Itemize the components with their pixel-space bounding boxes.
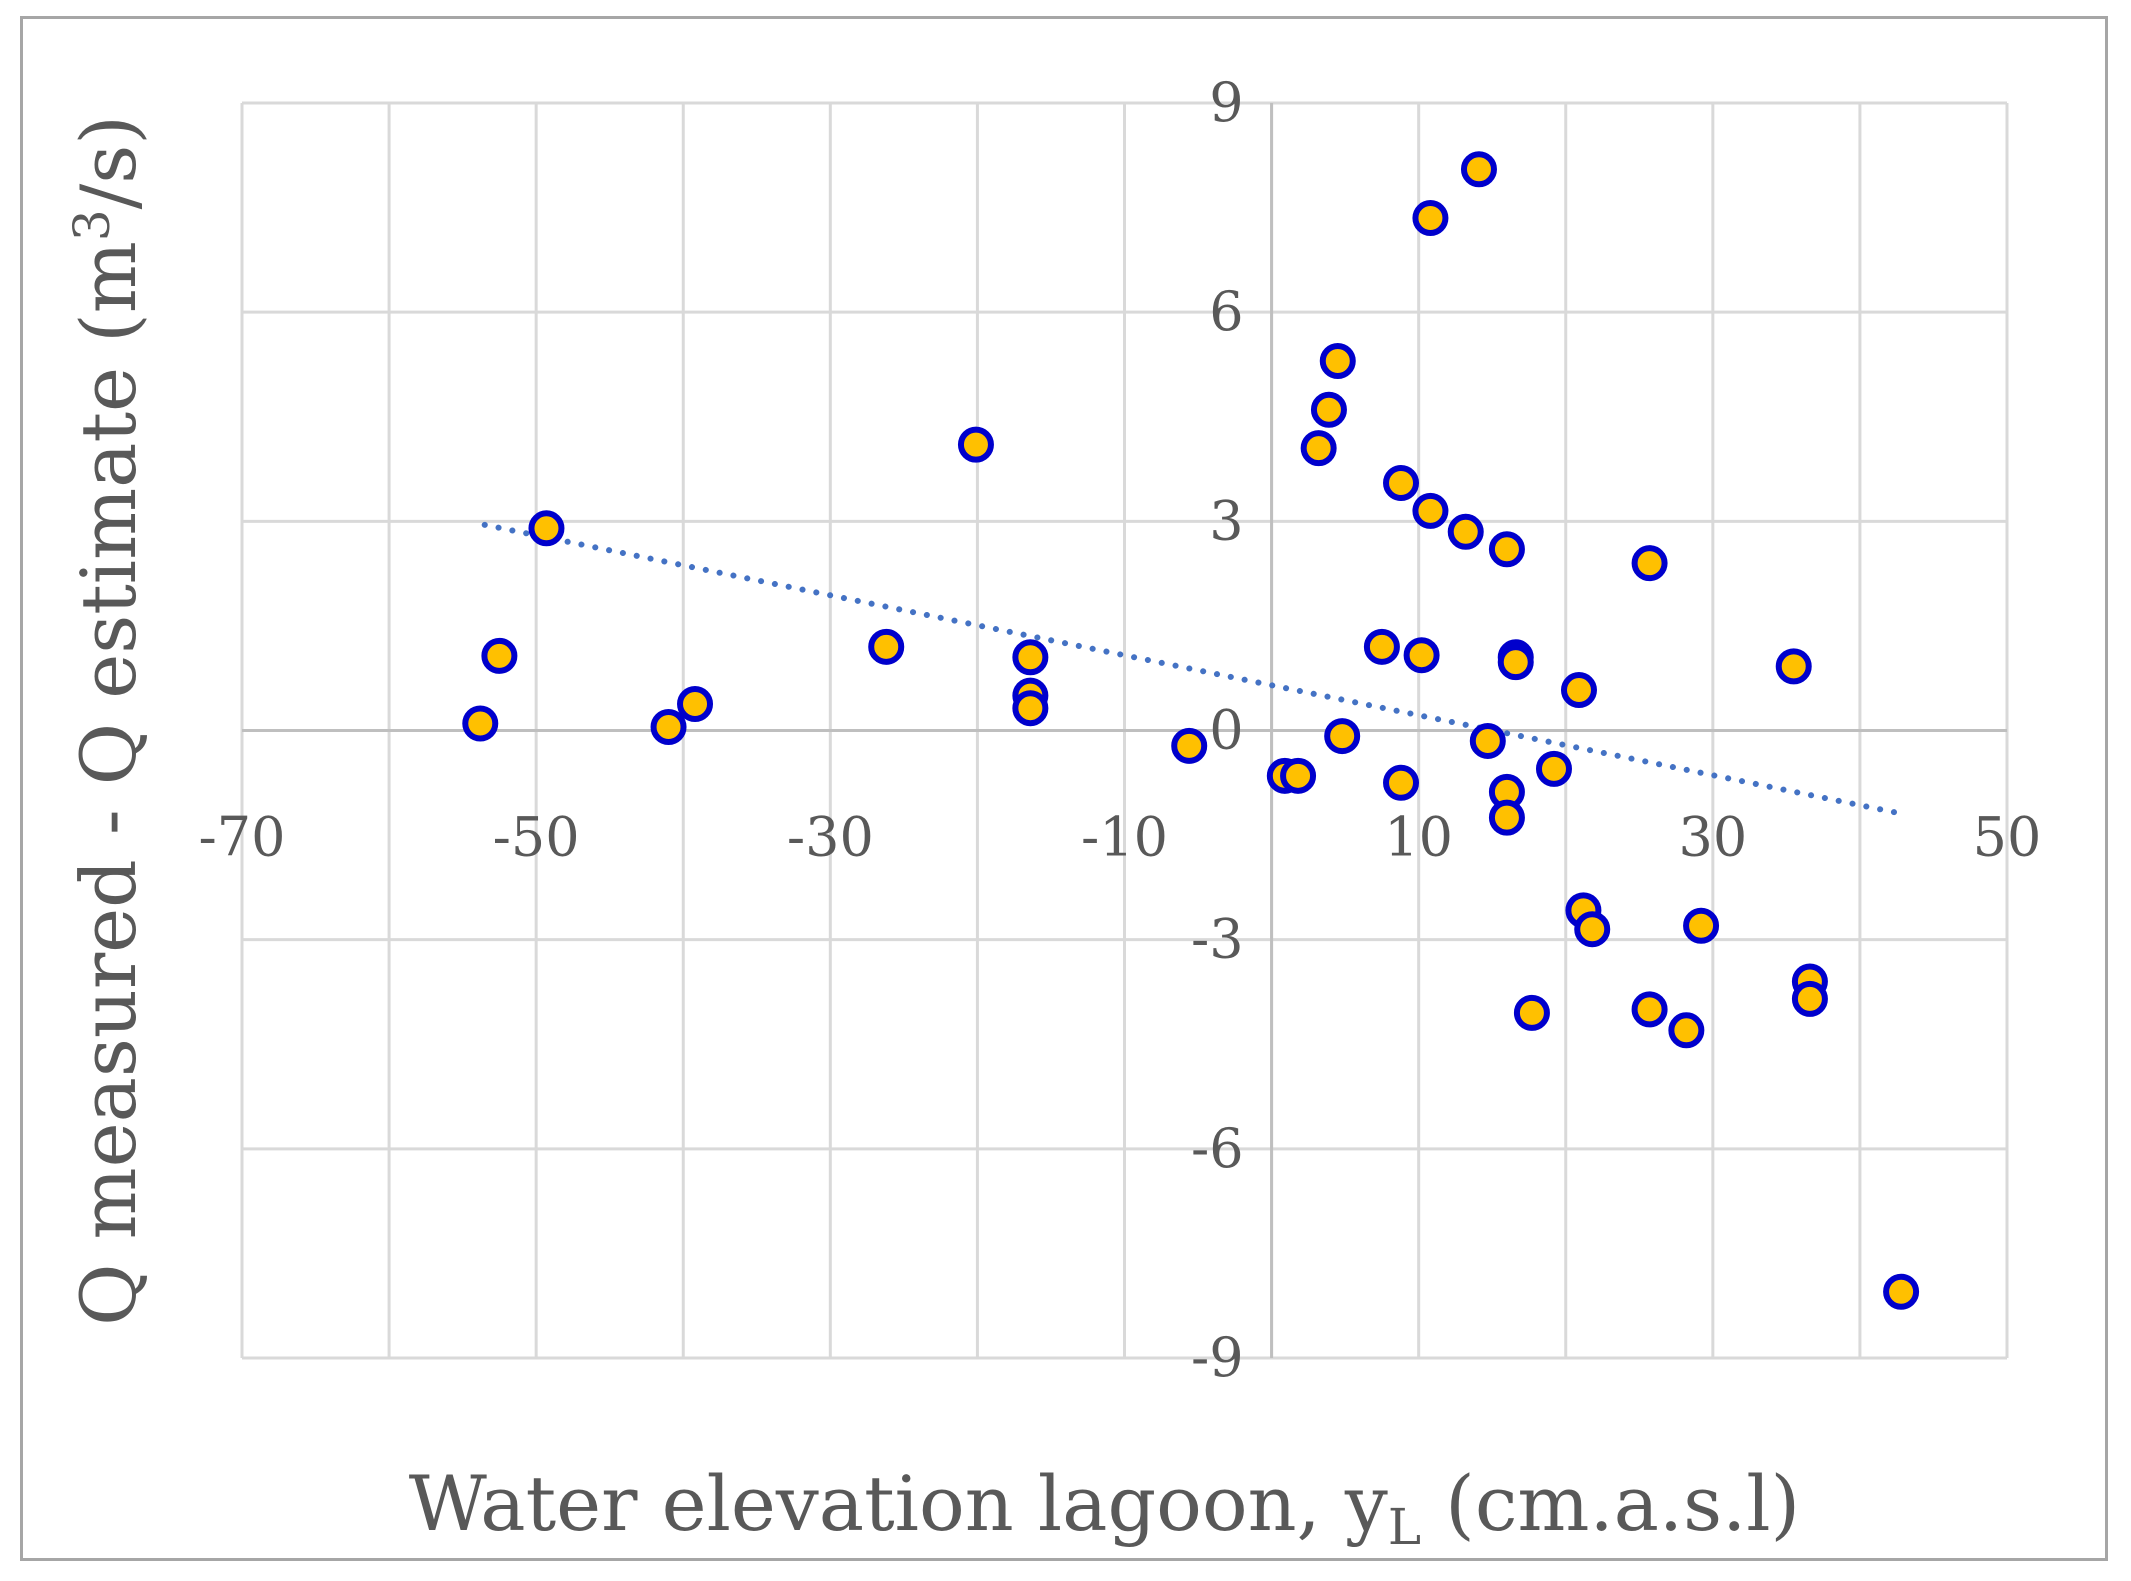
data-point <box>1535 750 1572 787</box>
data-point <box>1363 628 1400 665</box>
data-point <box>1574 911 1611 948</box>
axes <box>242 103 2007 1358</box>
y-tick-labels: 9 6 3 0 -3 -6 -9 <box>1191 71 1244 1389</box>
x-tick-label: 30 <box>1678 806 1747 869</box>
x-tick-label: 10 <box>1384 806 1453 869</box>
y-tick-label: -9 <box>1191 1326 1244 1389</box>
data-point <box>1412 200 1449 237</box>
data-point <box>1300 430 1337 467</box>
x-tick-label: 50 <box>1973 806 2042 869</box>
x-axis-title-main: Water elevation lagoon, y <box>409 1459 1388 1548</box>
y-axis-title-suffix: /s) <box>64 115 153 209</box>
data-point <box>1488 799 1525 836</box>
data-point <box>528 510 565 547</box>
data-point <box>1513 994 1550 1031</box>
data-point <box>1775 648 1812 685</box>
y-tick-label: 6 <box>1209 280 1243 343</box>
data-point <box>957 426 994 463</box>
data-point <box>1412 492 1449 529</box>
data-point <box>677 686 714 723</box>
data-point <box>868 628 905 665</box>
data-point <box>650 709 687 746</box>
data-point <box>462 705 499 742</box>
data-point <box>1631 991 1668 1028</box>
chart-frame <box>20 16 2108 1561</box>
data-point <box>1668 1012 1705 1049</box>
data-point <box>1403 637 1440 674</box>
data-point <box>1319 342 1356 379</box>
y-tick-label: 9 <box>1209 71 1243 134</box>
x-tick-label: -30 <box>787 806 874 869</box>
data-point <box>1012 690 1049 727</box>
data-point <box>1383 764 1420 801</box>
y-axis-title: Q measured - Q estimate (m3/s) <box>63 115 153 1326</box>
x-tick-label: -70 <box>199 806 286 869</box>
x-axis-title-subscript: L <box>1388 1498 1421 1556</box>
data-point <box>1171 727 1208 764</box>
y-tick-label: 0 <box>1209 699 1243 762</box>
data-point <box>1324 718 1361 755</box>
data-point <box>1560 672 1597 709</box>
y-tick-label: 3 <box>1209 489 1243 552</box>
data-point <box>1683 907 1720 944</box>
x-tick-label: -10 <box>1081 806 1168 869</box>
x-axis-title-suffix: (cm.a.s.l) <box>1421 1459 1800 1548</box>
data-point <box>1469 722 1506 759</box>
data-point <box>1383 464 1420 501</box>
y-tick-label: -3 <box>1191 908 1244 971</box>
data-point <box>1310 391 1347 428</box>
data-point <box>481 637 518 674</box>
data-point <box>1460 151 1497 188</box>
y-tick-label: -6 <box>1191 1117 1244 1180</box>
data-point <box>1631 545 1668 582</box>
data-point <box>1012 639 1049 676</box>
data-point <box>1280 757 1317 794</box>
x-tick-label: -50 <box>493 806 580 869</box>
data-point <box>1883 1273 1920 1310</box>
trendline <box>481 521 1908 818</box>
data-point <box>1447 513 1484 550</box>
data-point <box>1497 644 1534 681</box>
x-tick-labels: -70 -50 -30 -10 10 30 50 <box>199 806 2042 869</box>
data-point <box>1488 531 1525 568</box>
data-point <box>1791 980 1828 1017</box>
y-axis-title-main: Q measured - Q estimate (m <box>64 241 153 1326</box>
trendline-group <box>481 521 1908 818</box>
data-points <box>462 151 1920 1310</box>
x-axis-title: Water elevation lagoon, yL (cm.a.s.l) <box>409 1459 1800 1556</box>
y-axis-title-superscript: 3 <box>63 209 121 241</box>
